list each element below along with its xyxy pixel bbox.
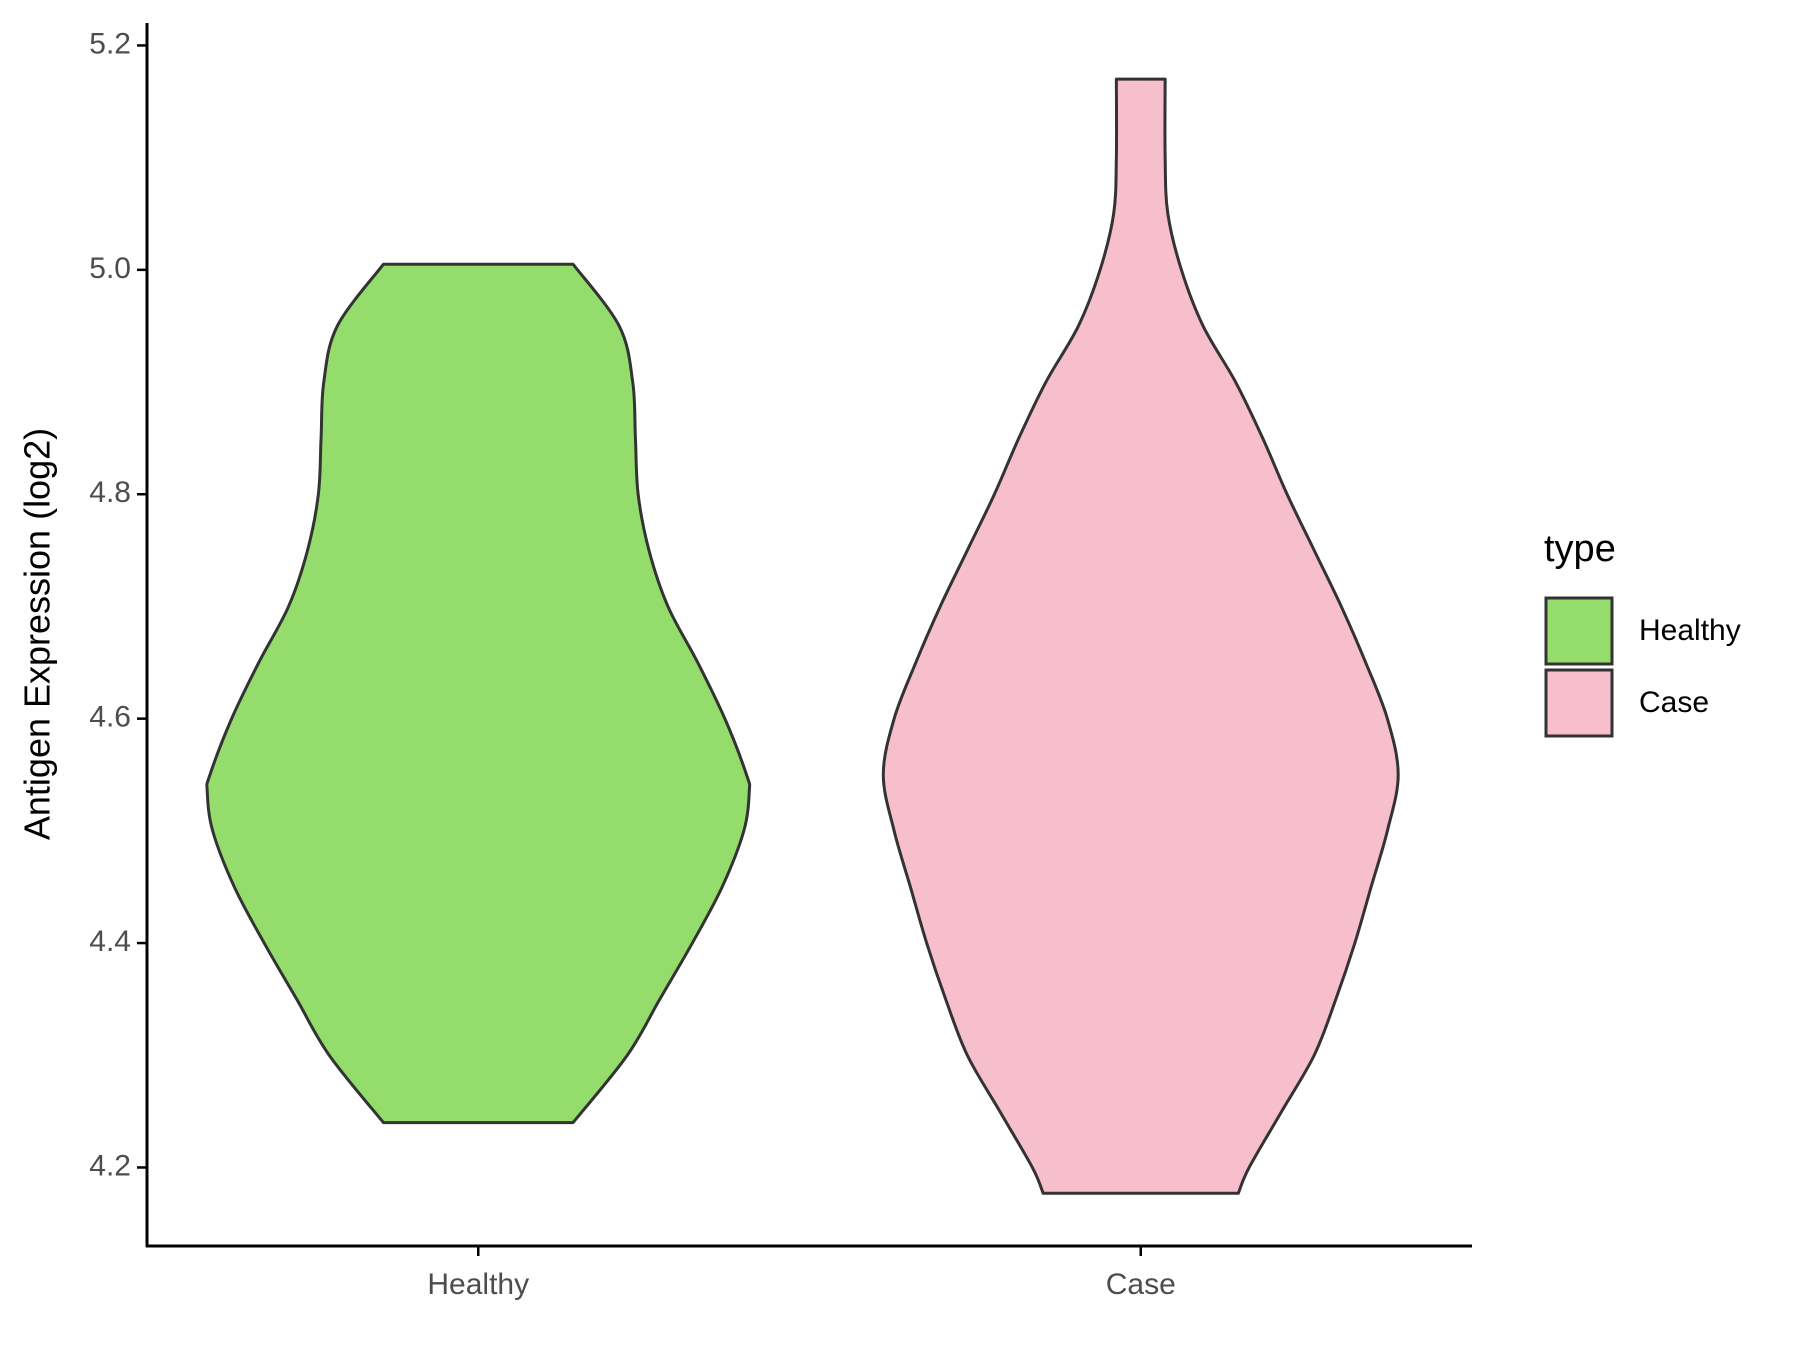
y-tick-label: 5.2 bbox=[89, 27, 131, 60]
y-tick-label: 4.8 bbox=[89, 476, 131, 509]
legend-key bbox=[1544, 596, 1614, 666]
y-tick-label: 4.6 bbox=[89, 701, 131, 734]
legend-label: Healthy bbox=[1639, 614, 1741, 647]
x-tick-label: Healthy bbox=[427, 1268, 529, 1301]
y-tick-label: 4.4 bbox=[89, 925, 131, 958]
y-tick-label: 5.0 bbox=[89, 252, 131, 285]
legend-label: Case bbox=[1639, 686, 1709, 719]
violin bbox=[881, 77, 1400, 1195]
legend-title: type bbox=[1544, 528, 1616, 570]
x-tick-label: Case bbox=[1106, 1268, 1176, 1301]
violin bbox=[205, 262, 752, 1125]
y-tick-label: 4.2 bbox=[89, 1149, 131, 1182]
legend-key bbox=[1544, 668, 1614, 738]
y-axis-title: Antigen Expression (log2) bbox=[17, 428, 58, 840]
